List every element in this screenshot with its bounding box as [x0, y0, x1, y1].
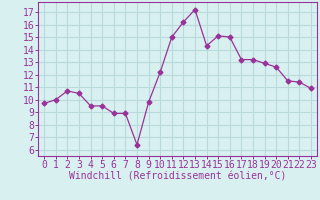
X-axis label: Windchill (Refroidissement éolien,°C): Windchill (Refroidissement éolien,°C) [69, 172, 286, 182]
